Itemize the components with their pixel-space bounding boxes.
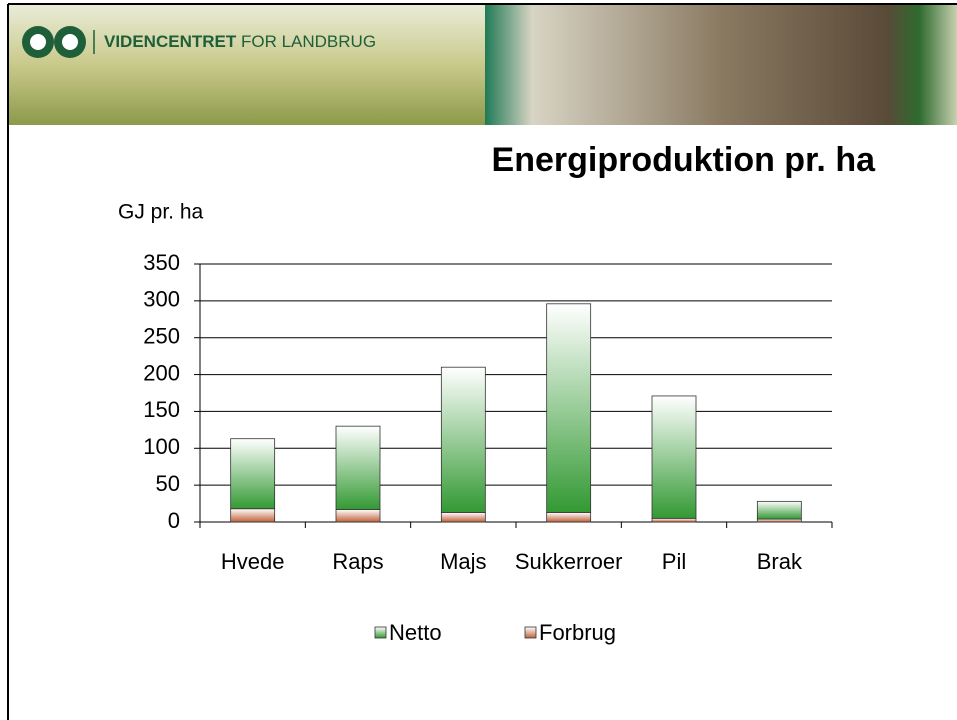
bar-segment bbox=[652, 518, 696, 522]
y-tick-label: 50 bbox=[156, 471, 180, 496]
y-axis-label: GJ pr. ha bbox=[118, 201, 204, 224]
page: {"header": {"brand_bold": "VIDENCENTRET"… bbox=[0, 0, 957, 720]
bar-segment bbox=[336, 509, 380, 522]
brand-bold: VIDENCENTRET bbox=[104, 32, 237, 51]
logo bbox=[62, 34, 78, 50]
y-tick-label: 200 bbox=[143, 360, 180, 385]
legend-swatch bbox=[525, 627, 536, 638]
bar-segment bbox=[547, 304, 591, 513]
bar-segment bbox=[757, 519, 801, 522]
y-tick-label: 150 bbox=[143, 397, 180, 422]
bar-segment bbox=[336, 426, 380, 509]
bar-segment bbox=[441, 512, 485, 522]
legend-label: Netto bbox=[389, 620, 442, 645]
bar-segment bbox=[547, 512, 591, 522]
x-tick-label: Pil bbox=[662, 549, 686, 574]
slide: VIDENCENTRET FOR LANDBRUG Energiprodukti… bbox=[0, 0, 957, 720]
bar-segment bbox=[652, 396, 696, 518]
x-tick-label: Sukkerroer bbox=[515, 549, 623, 574]
logo bbox=[30, 34, 46, 50]
x-tick-label: Brak bbox=[757, 549, 803, 574]
bar-segment bbox=[441, 367, 485, 512]
x-tick-label: Majs bbox=[440, 549, 486, 574]
y-tick-label: 250 bbox=[143, 324, 180, 349]
y-tick-label: 0 bbox=[168, 508, 180, 533]
y-tick-label: 300 bbox=[143, 287, 180, 312]
brand: VIDENCENTRET FOR LANDBRUG bbox=[104, 32, 376, 51]
x-tick-label: Hvede bbox=[221, 549, 285, 574]
bar-segment bbox=[231, 509, 275, 522]
y-tick-label: 350 bbox=[143, 250, 180, 275]
bar-segment bbox=[231, 439, 275, 509]
chart-title: Energiproduktion pr. ha bbox=[492, 141, 877, 179]
legend-swatch bbox=[375, 627, 386, 638]
banner-photo bbox=[485, 5, 957, 125]
legend-label: Forbrug bbox=[539, 620, 616, 645]
bar-segment bbox=[757, 501, 801, 519]
y-tick-label: 100 bbox=[143, 434, 180, 459]
x-tick-label: Raps bbox=[332, 549, 383, 574]
brand-rest: FOR LANDBRUG bbox=[241, 32, 376, 51]
